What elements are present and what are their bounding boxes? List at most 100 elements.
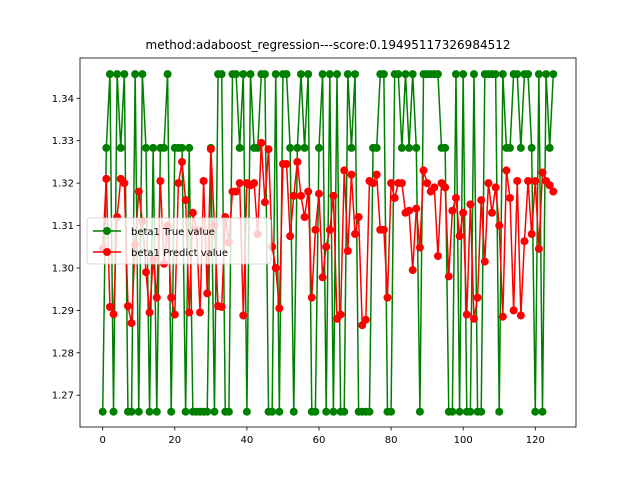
series-point-1: [484, 179, 493, 188]
y-tick-label: 1.34: [52, 94, 74, 105]
series-point-1: [196, 308, 205, 317]
series-point-0: [131, 70, 140, 79]
y-tick-label: 1.29: [52, 306, 74, 317]
series-point-0: [167, 407, 176, 416]
series-point-1: [127, 319, 136, 328]
series-point-1: [383, 293, 392, 302]
legend-marker-predict: [103, 248, 111, 256]
series-point-0: [127, 407, 136, 416]
series-point-0: [405, 143, 414, 152]
series-point-0: [397, 143, 406, 152]
series-point-1: [516, 311, 525, 320]
series-point-0: [441, 143, 450, 152]
series-point-0: [455, 407, 464, 416]
series-point-0: [451, 70, 460, 79]
y-tick-label: 1.33: [52, 136, 74, 147]
series-point-1: [152, 293, 161, 302]
series-point-0: [289, 407, 298, 416]
series-point-0: [149, 143, 158, 152]
x-tick-label: 20: [168, 435, 181, 446]
series-point-0: [232, 70, 241, 79]
series-point-0: [120, 70, 129, 79]
legend-label-predict: beta1 Predict value: [131, 248, 228, 259]
series-point-0: [365, 407, 374, 416]
series-point-0: [246, 70, 255, 79]
series-point-1: [296, 191, 305, 200]
series-point-1: [405, 206, 414, 215]
series-point-0: [516, 143, 525, 152]
series-point-0: [466, 407, 475, 416]
series-point-0: [549, 70, 558, 79]
series-point-0: [433, 70, 442, 79]
series-point-1: [250, 179, 259, 188]
series-point-0: [448, 407, 457, 416]
y-tick-label: 1.32: [52, 179, 74, 190]
series-point-1: [167, 293, 176, 302]
series-point-0: [159, 143, 168, 152]
series-point-0: [235, 143, 244, 152]
series-point-0: [527, 143, 536, 152]
series-point-0: [116, 143, 125, 152]
series-point-1: [448, 206, 457, 215]
series-point-1: [170, 310, 179, 319]
legend-marker-true: [103, 227, 111, 235]
series-point-0: [102, 143, 111, 152]
x-tick-label: 60: [313, 435, 326, 446]
series-point-0: [372, 143, 381, 152]
series-point-0: [109, 407, 118, 416]
series-point-0: [304, 70, 313, 79]
series-point-0: [138, 70, 147, 79]
y-tick-label: 1.28: [52, 348, 74, 359]
series-point-1: [387, 179, 396, 188]
series-point-1: [307, 293, 316, 302]
series-point-1: [232, 187, 241, 196]
series-point-1: [336, 310, 345, 319]
series-point-0: [401, 70, 410, 79]
series-point-1: [109, 310, 118, 319]
series-point-0: [379, 70, 388, 79]
series-point-1: [419, 166, 428, 175]
series-point-1: [524, 177, 533, 185]
series-point-1: [354, 213, 363, 222]
series-point-1: [347, 170, 356, 179]
series-point-1: [325, 225, 334, 234]
series-point-0: [340, 407, 349, 416]
x-tick-label: 40: [241, 435, 254, 446]
series-point-1: [185, 308, 194, 317]
legend-label-true: beta1 True value: [131, 227, 215, 238]
series-point-1: [304, 187, 313, 196]
series-point-1: [361, 315, 370, 324]
series-point-1: [415, 243, 424, 252]
x-tick-label: 100: [454, 435, 473, 446]
series-point-1: [293, 157, 302, 166]
series-point-0: [542, 70, 551, 79]
series-point-0: [329, 407, 338, 416]
series-point-1: [188, 208, 197, 217]
series-point-0: [322, 407, 331, 416]
y-tick-label: 1.30: [52, 263, 74, 274]
series-point-0: [300, 143, 309, 152]
series-point-0: [141, 143, 150, 152]
series-point-1: [311, 225, 320, 234]
series-point-0: [513, 70, 522, 79]
series-0: [98, 70, 558, 416]
series-point-0: [469, 70, 478, 79]
series-point-1: [423, 179, 432, 188]
series-point-0: [477, 407, 486, 416]
series-point-1: [271, 263, 280, 272]
series-point-1: [264, 145, 273, 154]
series-point-0: [293, 143, 302, 152]
series-point-1: [491, 183, 500, 192]
series-point-1: [527, 230, 536, 239]
series-point-1: [538, 168, 547, 177]
series-point-1: [433, 252, 442, 261]
series-point-1: [509, 306, 518, 315]
series-point-1: [520, 237, 529, 246]
series-point-0: [268, 407, 277, 416]
series-point-0: [506, 143, 515, 152]
series-point-0: [113, 70, 122, 79]
series-point-1: [123, 302, 132, 311]
plot-area: [98, 70, 558, 416]
series-point-1: [477, 196, 486, 205]
series-point-0: [534, 70, 543, 79]
